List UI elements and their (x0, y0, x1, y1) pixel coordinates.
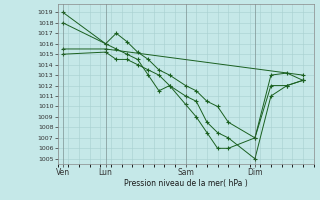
X-axis label: Pression niveau de la mer( hPa ): Pression niveau de la mer( hPa ) (124, 179, 247, 188)
